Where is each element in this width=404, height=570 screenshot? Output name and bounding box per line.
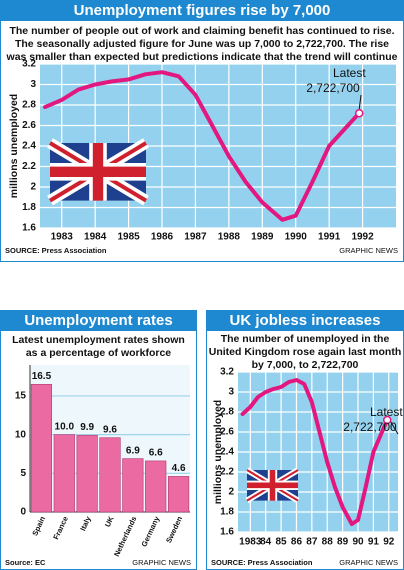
- x-tick-label: 91: [368, 537, 380, 548]
- y-tick-label: 2.8: [22, 100, 36, 111]
- union-flag: [50, 143, 146, 201]
- y-tick-label: 3: [228, 387, 234, 398]
- chart-title: Unemployment rates: [24, 312, 172, 329]
- subtitle: The number of people out of work and cla…: [9, 25, 394, 37]
- y-tick-label: 2.6: [220, 427, 234, 438]
- x-tick-label: UK: [103, 514, 116, 528]
- chart-title: Unemployment figures rise by 7,000: [74, 2, 331, 19]
- x-tick-label: 85: [276, 537, 288, 548]
- source: SOURCE: Press Association: [211, 558, 313, 567]
- subtitle: was smaller than expected but prediction…: [6, 51, 398, 63]
- x-tick-label: 1984: [84, 232, 107, 243]
- y-tick-label: 0: [20, 507, 26, 518]
- y-tick-label: 10: [15, 429, 27, 440]
- y-tick-label: 3.2: [22, 59, 36, 70]
- y-tick-label: 2.4: [220, 447, 234, 458]
- source: Source: EC: [5, 558, 46, 567]
- bar: [99, 437, 121, 513]
- x-tick-label: 1991: [318, 232, 341, 243]
- bar: [76, 435, 98, 513]
- subtitle: Latest unemployment rates shown: [12, 334, 185, 346]
- value-label: 6.6: [149, 448, 163, 459]
- y-tick-label: 1.6: [220, 527, 234, 538]
- y-tick-label: 3: [30, 79, 36, 90]
- source: SOURCE: Press Association: [5, 246, 107, 255]
- x-tick-label: 84: [260, 537, 272, 548]
- line: [240, 378, 390, 526]
- credit: GRAPHIC NEWS: [132, 558, 191, 567]
- subtitle: The number of unemployed in the: [221, 333, 390, 345]
- subtitle: as a percentage of workforce: [26, 347, 171, 359]
- x-tick-label: 1988: [218, 232, 241, 243]
- bar: [167, 476, 190, 513]
- bar: [53, 434, 75, 513]
- x-tick-label: Netherlands: [112, 515, 138, 558]
- value-label: 9.6: [103, 424, 117, 435]
- x-tick-label: 1983: [51, 232, 74, 243]
- annotation: Latest: [333, 66, 366, 80]
- x-tick-label: 86: [291, 537, 303, 548]
- value-label: 16.5: [32, 371, 52, 382]
- title-bar: [0, 310, 197, 331]
- x-tick-label: 87: [306, 537, 318, 548]
- title-bar: [206, 310, 404, 331]
- annotation: 2,722,700: [306, 81, 360, 95]
- y-tick-label: 15: [15, 391, 27, 402]
- y-axis-label: millions unemployed: [212, 400, 224, 504]
- x-tick-label: 1987: [184, 232, 207, 243]
- y-tick-label: 1.8: [220, 507, 234, 518]
- y-tick-label: 2: [30, 182, 36, 193]
- x-tick-label: 1990: [285, 232, 308, 243]
- value-label: 6.9: [126, 445, 140, 456]
- title-bar: [0, 0, 404, 21]
- y-tick-label: 2.6: [22, 120, 36, 131]
- x-tick-label: 1983: [239, 537, 262, 548]
- annotation: 2,722,700: [343, 420, 397, 434]
- latest-point: [382, 415, 392, 425]
- x-tick-label: 1989: [251, 232, 274, 243]
- y-tick-label: 2.4: [22, 141, 36, 152]
- subtitle: United Kingdom rose again last month: [209, 346, 402, 358]
- credit: GRAPHIC NEWS: [339, 558, 398, 567]
- x-tick-label: 1986: [151, 232, 174, 243]
- x-tick-label: 88: [322, 537, 334, 548]
- line: [43, 70, 362, 222]
- credit: GRAPHIC NEWS: [339, 246, 398, 255]
- x-tick-label: Sweden: [164, 515, 184, 545]
- value-label: 10.0: [55, 421, 75, 432]
- subtitle: by 7,000, to 2,722,700: [252, 359, 359, 371]
- y-tick-label: 2.2: [220, 467, 234, 478]
- bar: [122, 458, 144, 513]
- chart-title: UK jobless increases: [230, 312, 381, 329]
- latest-point: [354, 108, 364, 118]
- y-tick-label: 1.8: [22, 202, 36, 213]
- value-label: 9.9: [80, 422, 94, 433]
- y-tick-label: 5: [20, 468, 26, 479]
- y-tick-label: 2.8: [220, 407, 234, 418]
- value-label: 4.6: [172, 463, 186, 474]
- y-axis-label: millions unemployed: [8, 94, 20, 198]
- union-flag: [247, 470, 298, 501]
- x-tick-label: Germany: [139, 514, 161, 548]
- x-tick-label: Italy: [78, 514, 93, 532]
- x-tick-label: Spain: [30, 515, 47, 538]
- x-tick-label: France: [51, 515, 70, 541]
- subtitle: The seasonally adjusted figure for June …: [15, 38, 389, 50]
- annotation: Latest: [370, 405, 403, 419]
- y-tick-label: 2.2: [22, 161, 36, 172]
- x-tick-label: 89: [337, 537, 349, 548]
- y-tick-label: 2: [228, 487, 234, 498]
- y-tick-label: 1.6: [22, 223, 36, 234]
- x-tick-label: 1985: [117, 232, 140, 243]
- bar: [30, 384, 53, 513]
- x-tick-label: 1992: [351, 232, 374, 243]
- x-tick-label: 92: [383, 537, 395, 548]
- bar: [145, 460, 167, 513]
- annotation-leader: [358, 94, 362, 110]
- y-tick-label: 3.2: [220, 367, 234, 378]
- x-tick-label: 90: [352, 537, 364, 548]
